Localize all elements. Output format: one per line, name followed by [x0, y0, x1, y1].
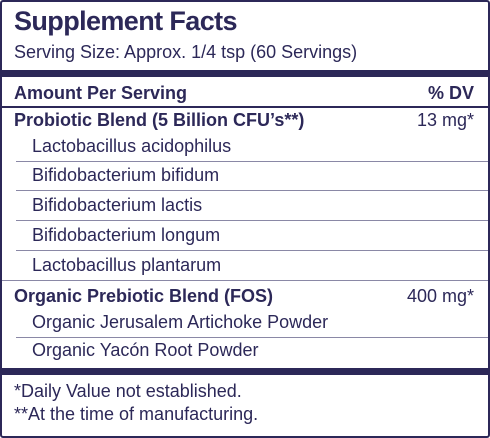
- ingredient: Bifidobacterium bifidum: [32, 165, 220, 185]
- row-rule: [16, 161, 488, 162]
- title: Supplement Facts: [14, 6, 238, 36]
- ingredient: Lactobacillus plantarum: [32, 255, 222, 275]
- footnote: **At the time of manufacturing.: [14, 404, 259, 424]
- section-name: Probiotic Blend (5 Billion CFU’s**): [14, 110, 305, 130]
- ingredient: Organic Yacón Root Powder: [32, 340, 259, 360]
- ingredient: Lactobacillus acidophilus: [32, 136, 232, 156]
- section-name: Organic Prebiotic Blend (FOS): [14, 286, 274, 306]
- footnote: *Daily Value not established.: [14, 381, 242, 401]
- section-amount: 400 mg*: [406, 286, 474, 306]
- column-header: % DV: [427, 83, 474, 103]
- serving-size: Serving Size: Approx. 1/4 tsp (60 Servin…: [14, 42, 358, 62]
- row-rule: [16, 220, 488, 221]
- thick-rule: [2, 368, 488, 375]
- row-rule: [16, 250, 488, 251]
- thick-rule: [2, 70, 488, 77]
- column-header: Amount Per Serving: [14, 83, 188, 103]
- ingredient: Organic Jerusalem Artichoke Powder: [32, 312, 329, 332]
- row-rule: [2, 280, 488, 281]
- row-rule: [16, 337, 488, 338]
- row-rule: [16, 190, 488, 191]
- ingredient: Bifidobacterium longum: [32, 225, 221, 245]
- rule: [2, 106, 488, 108]
- ingredient: Bifidobacterium lactis: [32, 195, 203, 215]
- section-amount: 13 mg*: [416, 110, 474, 130]
